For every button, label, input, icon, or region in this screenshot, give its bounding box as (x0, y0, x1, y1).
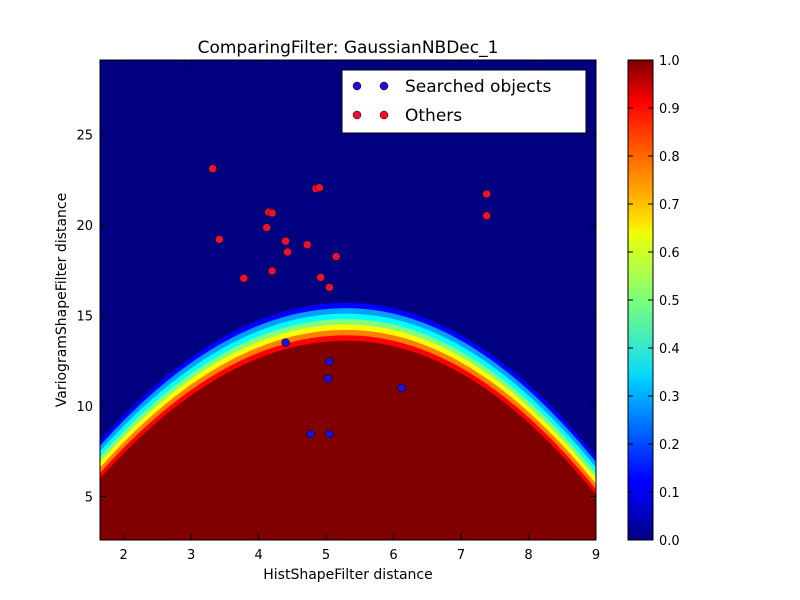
colorbar-ticks: 0.0 0.1 0.2 0.3 0.4 0.5 0.6 0.7 0.8 0.9 1.0 (628, 54, 680, 549)
colorbar-tick-label: 0.6 (659, 246, 680, 261)
legend-marker-others (352, 110, 362, 120)
colorbar-tick-label: 0.3 (659, 390, 680, 405)
x-axis: 2 3 4 5 6 7 8 9 (119, 60, 600, 563)
x-axis-label: HistShapeFilter distance (263, 567, 432, 583)
x-tick-label: 2 (119, 548, 127, 563)
legend-label-others: Others (405, 106, 462, 126)
x-tick-label: 6 (389, 548, 397, 563)
point-others (267, 266, 277, 276)
series-layer (208, 164, 491, 439)
point-searched-objects (281, 338, 290, 347)
colorbar-tick-label: 0.4 (659, 342, 680, 357)
point-others (283, 247, 292, 257)
point-searched-objects (325, 357, 334, 366)
point-others (239, 274, 248, 283)
point-searched-objects (397, 383, 406, 393)
x-tick-label: 7 (457, 548, 465, 563)
x-tick-label: 5 (322, 548, 330, 563)
point-others (302, 240, 312, 249)
point-others (315, 183, 324, 192)
point-searched-objects (323, 374, 333, 384)
x-tick-label: 8 (524, 548, 532, 563)
point-others (325, 283, 334, 292)
point-others (208, 164, 217, 173)
y-axis-label: VariogramShapeFilter distance (54, 193, 70, 407)
colorbar-tick-label: 0.0 (659, 534, 680, 549)
point-others (267, 208, 277, 218)
plot-area (100, 60, 596, 540)
heatmap-band-7 (100, 340, 596, 540)
point-others (262, 223, 271, 232)
chart-title: ComparingFilter: GaussianNBDec_1 (198, 38, 499, 58)
y-tick-label: 15 (76, 309, 93, 324)
legend-label-searched-objects: Searched objects (405, 77, 551, 97)
legend-box (341, 69, 587, 134)
colorbar-tick-label: 0.1 (659, 486, 680, 501)
plot-frame (99, 59, 597, 541)
point-others (482, 189, 491, 199)
point-others (215, 235, 224, 244)
point-others (316, 273, 325, 282)
y-tick-label: 5 (85, 491, 93, 506)
colorbar-tick-label: 1.0 (659, 54, 680, 69)
point-searched-objects (325, 429, 334, 439)
x-tick-label: 9 (592, 548, 600, 563)
y-tick-label: 25 (76, 128, 93, 143)
colorbar-tick-label: 0.8 (659, 150, 680, 165)
legend: Searched objects Others (341, 69, 587, 134)
point-others (281, 236, 290, 246)
colorbar: 0.0 0.1 0.2 0.3 0.4 0.5 0.6 0.7 0.8 0.9 1.0 (627, 54, 680, 549)
legend-marker-others (379, 110, 389, 120)
y-tick-label: 10 (76, 400, 93, 415)
point-others (331, 252, 341, 261)
legend-marker-searched-objects (379, 81, 389, 91)
heatmap-bands (100, 302, 596, 540)
colorbar-tick-label: 0.5 (659, 294, 680, 309)
y-axis: 5 10 15 20 25 (76, 128, 596, 506)
point-others (482, 211, 491, 221)
colorbar-tick-label: 0.7 (659, 198, 680, 213)
x-tick-label: 3 (187, 548, 195, 563)
colorbar-tick-label: 0.9 (659, 102, 680, 117)
y-tick-label: 20 (76, 219, 93, 234)
legend-marker-searched-objects (352, 81, 362, 91)
colorbar-tick-label: 0.2 (659, 438, 680, 453)
point-searched-objects (306, 429, 315, 439)
x-tick-label: 4 (254, 548, 262, 563)
